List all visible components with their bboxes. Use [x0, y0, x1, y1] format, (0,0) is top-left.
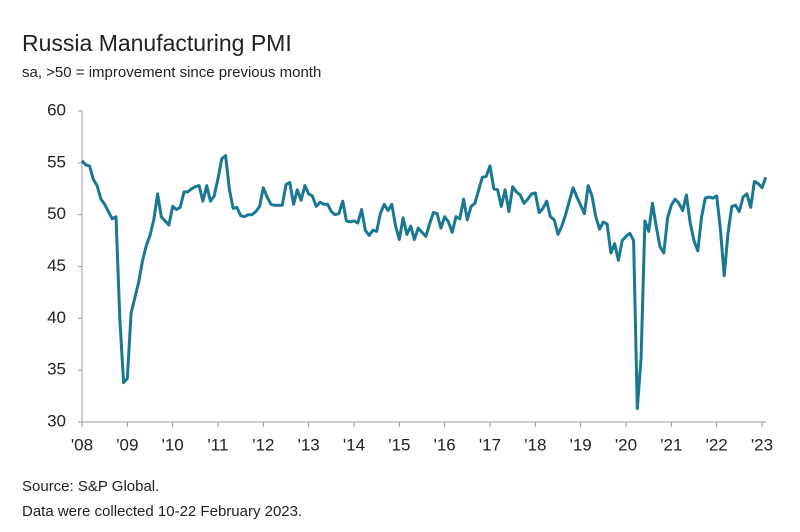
- x-tick-label: '17: [479, 435, 501, 454]
- x-tick-label: '20: [615, 435, 637, 454]
- y-tick-label: 50: [47, 204, 66, 223]
- x-tick-label: '12: [252, 435, 274, 454]
- x-tick-label: '23: [751, 435, 773, 454]
- source: Source: S&P Global.: [22, 478, 159, 495]
- x-tick-label: '13: [298, 435, 320, 454]
- x-tick-label: '08: [71, 435, 93, 454]
- x-tick-label: '18: [524, 435, 546, 454]
- x-tick-label: '10: [162, 435, 184, 454]
- y-tick-label: 35: [47, 360, 66, 379]
- x-tick-label: '22: [706, 435, 728, 454]
- x-tick-label: '16: [434, 435, 456, 454]
- chart-subtitle: sa, >50 = improvement since previous mon…: [22, 64, 321, 81]
- x-tick-label: '11: [208, 435, 229, 454]
- x-tick-label: '14: [343, 435, 365, 454]
- y-tick-label: 55: [47, 152, 66, 171]
- y-tick-label: 60: [47, 100, 66, 119]
- x-tick-label: '21: [660, 435, 682, 454]
- x-tick-label: '09: [116, 435, 138, 454]
- line: [80, 154, 768, 410]
- y-tick-label: 40: [47, 308, 66, 327]
- y-tick-label: 30: [47, 411, 66, 430]
- chart-title: Russia Manufacturing PMI: [22, 30, 292, 56]
- note: Data were collected 10-22 February 2023.: [22, 503, 302, 520]
- x-tick-label: '15: [388, 435, 410, 454]
- y-tick-label: 45: [47, 256, 66, 275]
- x-tick-label: '19: [570, 435, 592, 454]
